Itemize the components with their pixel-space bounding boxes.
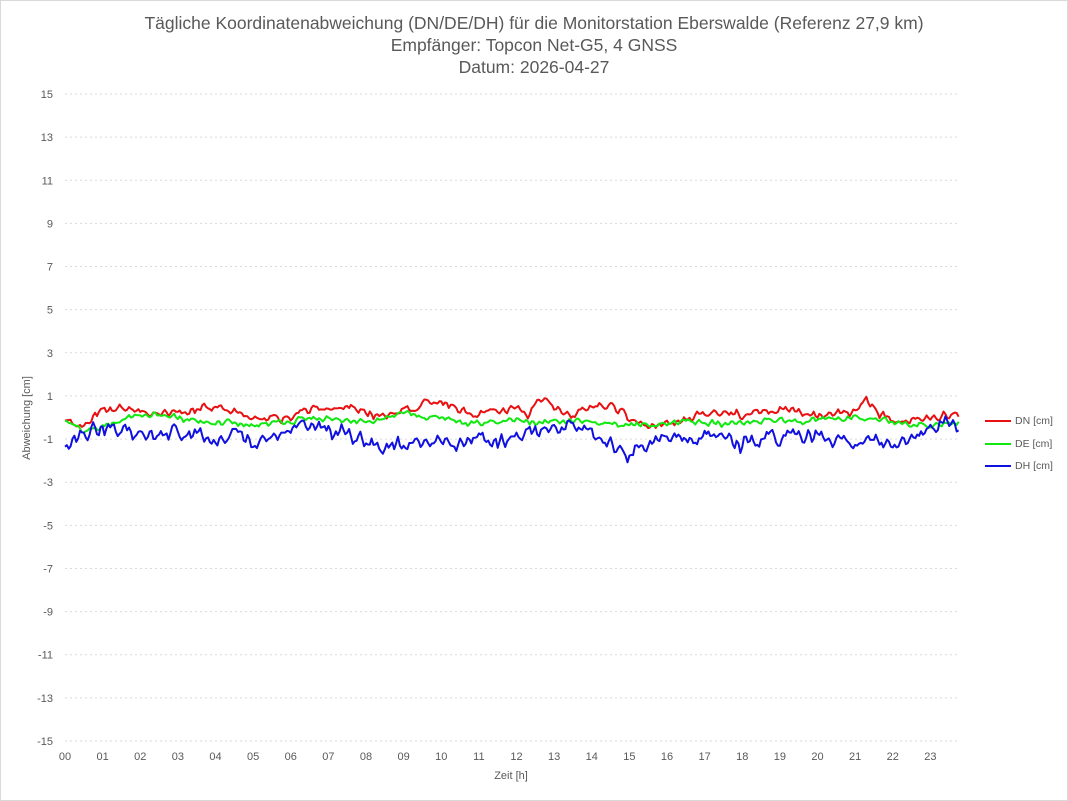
x-tick-label: 15 bbox=[623, 751, 635, 763]
y-tick-label: -1 bbox=[43, 434, 53, 446]
x-tick-label: 22 bbox=[887, 751, 899, 763]
legend-label: DH [cm] bbox=[1015, 460, 1053, 473]
y-tick-label: 15 bbox=[41, 89, 53, 101]
x-tick-label: 00 bbox=[59, 751, 71, 763]
x-tick-label: 20 bbox=[811, 751, 823, 763]
legend-label: DE [cm] bbox=[1015, 437, 1053, 450]
y-tick-label: 9 bbox=[47, 218, 53, 230]
x-tick-label: 09 bbox=[398, 751, 410, 763]
x-tick-label: 05 bbox=[247, 751, 259, 763]
x-tick-label: 23 bbox=[924, 751, 936, 763]
legend-item: DE [cm] bbox=[985, 433, 1053, 456]
y-tick-label: -3 bbox=[43, 477, 53, 489]
y-tick-label: 3 bbox=[47, 348, 53, 360]
x-tick-label: 03 bbox=[172, 751, 184, 763]
data-series bbox=[64, 395, 960, 464]
y-tick-label: -5 bbox=[43, 520, 53, 532]
x-tick-label: 10 bbox=[435, 751, 447, 763]
y-tick-label: 11 bbox=[42, 175, 53, 187]
chart-subtitle: Empfänger: Topcon Net-G5, 4 GNSS bbox=[390, 35, 678, 55]
legend-swatch bbox=[985, 442, 1011, 445]
y-axis-label: Abweichung [cm] bbox=[21, 376, 33, 460]
y-tick-label: -13 bbox=[37, 693, 53, 705]
y-tick-label: -15 bbox=[37, 736, 53, 748]
y-tick-label: -7 bbox=[43, 563, 53, 575]
legend-swatch bbox=[985, 465, 1011, 468]
y-tick-label: 1 bbox=[47, 391, 53, 403]
legend-swatch bbox=[985, 420, 1011, 423]
x-tick-label: 12 bbox=[510, 751, 522, 763]
y-tick-label: 5 bbox=[47, 305, 53, 317]
series-line bbox=[64, 395, 960, 430]
x-tick-label: 06 bbox=[285, 751, 297, 763]
x-tick-label: 01 bbox=[97, 751, 109, 763]
x-axis-label: Zeit [h] bbox=[494, 770, 528, 782]
y-tick-label: 7 bbox=[47, 262, 53, 274]
x-tick-label: 14 bbox=[586, 751, 598, 763]
y-axis-ticks: 15 13 11 9 7 5 3 1 -1 -3 -5 -7 -9 -11 -13 -15 bbox=[37, 89, 53, 748]
x-tick-label: 21 bbox=[849, 751, 861, 763]
legend-item: DN [cm] bbox=[985, 410, 1053, 433]
series-line bbox=[64, 410, 960, 434]
x-tick-label: 19 bbox=[774, 751, 786, 763]
x-tick-label: 04 bbox=[209, 751, 221, 763]
x-tick-label: 13 bbox=[548, 751, 560, 763]
gridlines bbox=[65, 93, 958, 742]
x-tick-label: 17 bbox=[699, 751, 711, 763]
x-tick-label: 18 bbox=[736, 751, 748, 763]
y-tick-label: -11 bbox=[38, 650, 53, 662]
chart-legend: DN [cm] DE [cm] DH [cm] bbox=[985, 410, 1053, 478]
chart-date: Datum: 2026-04-27 bbox=[458, 57, 610, 77]
x-tick-label: 16 bbox=[661, 751, 673, 763]
x-tick-label: 11 bbox=[473, 751, 484, 763]
x-tick-label: 08 bbox=[360, 751, 372, 763]
series-line bbox=[64, 415, 960, 464]
legend-label: DN [cm] bbox=[1015, 415, 1053, 428]
x-tick-label: 07 bbox=[322, 751, 334, 763]
chart-title: Tägliche Koordinatenabweichung (DN/DE/DH… bbox=[144, 13, 924, 33]
chart-title-block: Tägliche Koordinatenabweichung (DN/DE/DH… bbox=[0, 12, 1068, 78]
y-tick-label: 13 bbox=[41, 132, 53, 144]
x-tick-label: 02 bbox=[134, 751, 146, 763]
y-tick-label: -9 bbox=[43, 607, 53, 619]
x-axis-ticks: 00 01 02 03 04 05 06 07 08 09 10 11 12 13 14 15 16 17 18 19… bbox=[59, 751, 937, 763]
legend-item: DH [cm] bbox=[985, 455, 1053, 478]
